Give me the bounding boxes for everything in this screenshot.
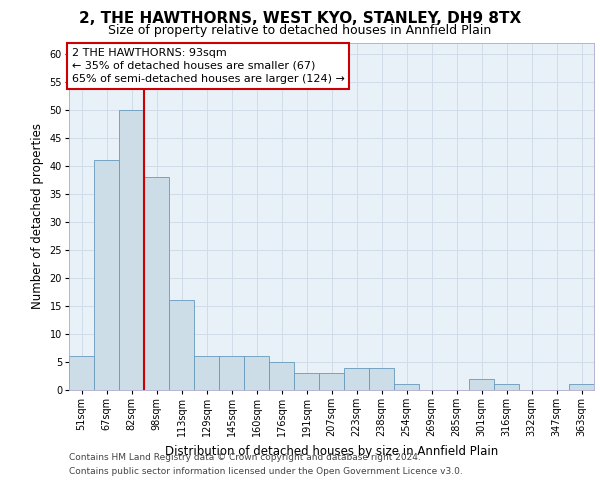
Bar <box>344 368 369 390</box>
Bar <box>144 177 169 390</box>
Bar <box>94 160 119 390</box>
Bar <box>119 110 144 390</box>
Text: Contains HM Land Registry data © Crown copyright and database right 2024.: Contains HM Land Registry data © Crown c… <box>69 452 421 462</box>
Bar <box>394 384 419 390</box>
Bar <box>569 384 594 390</box>
Y-axis label: Number of detached properties: Number of detached properties <box>31 123 44 309</box>
Text: 2 THE HAWTHORNS: 93sqm
← 35% of detached houses are smaller (67)
65% of semi-det: 2 THE HAWTHORNS: 93sqm ← 35% of detached… <box>71 48 344 84</box>
Bar <box>369 368 394 390</box>
Bar <box>294 373 319 390</box>
Bar <box>194 356 219 390</box>
Bar <box>219 356 244 390</box>
Text: 2, THE HAWTHORNS, WEST KYO, STANLEY, DH9 8TX: 2, THE HAWTHORNS, WEST KYO, STANLEY, DH9… <box>79 11 521 26</box>
Bar <box>469 379 494 390</box>
Bar <box>494 384 519 390</box>
Text: Contains public sector information licensed under the Open Government Licence v3: Contains public sector information licen… <box>69 468 463 476</box>
Bar <box>244 356 269 390</box>
Bar <box>319 373 344 390</box>
Bar <box>269 362 294 390</box>
X-axis label: Distribution of detached houses by size in Annfield Plain: Distribution of detached houses by size … <box>165 444 498 458</box>
Text: Size of property relative to detached houses in Annfield Plain: Size of property relative to detached ho… <box>109 24 491 37</box>
Bar <box>69 356 94 390</box>
Bar <box>169 300 194 390</box>
